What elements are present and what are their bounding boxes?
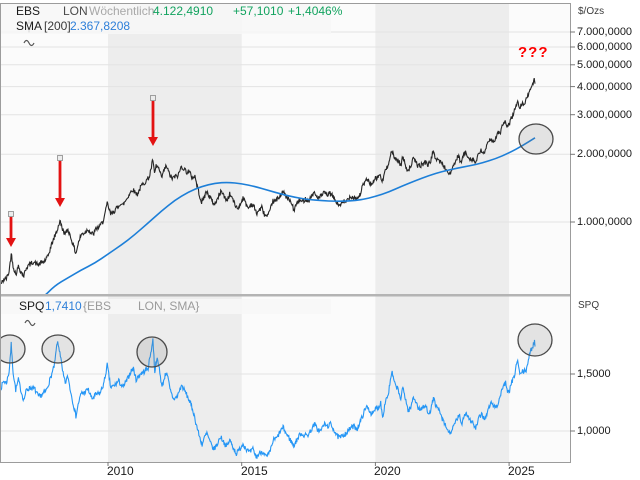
price-axis-tick-label: 7.000,0000 — [577, 26, 633, 38]
time-axis-tick-label: 2015 — [241, 464, 268, 478]
down-arrow-annotation[interactable] — [148, 95, 158, 147]
ellipse-annotation[interactable] — [517, 323, 553, 357]
sma-line[interactable] — [33, 137, 536, 304]
wave-icon — [3, 22, 36, 67]
overlay-period: [200] — [44, 19, 71, 33]
arrow-head — [6, 238, 16, 247]
indicator-axis-tick-label: 1,5000 — [577, 368, 611, 380]
price-axis-tick-label: 4.000,0000 — [577, 81, 633, 93]
indicator-name[interactable]: SPQ — [19, 299, 45, 313]
instrument-exchange: LON — [63, 4, 88, 18]
sma-overlay-header: SMA [200] 2.367,8208 — [1, 19, 331, 47]
price-axis-tick-label: 6.000,0000 — [577, 41, 633, 53]
price-panel — [1, 4, 570, 304]
down-arrow-annotation[interactable] — [6, 211, 16, 248]
ellipse-annotation[interactable] — [41, 334, 75, 364]
price-panel-header: EBS LON Wöchentlich 4.122,4910 +57,1010 … — [1, 4, 342, 33]
price-axis-scale-area[interactable] — [570, 4, 640, 294]
indicator-args-symbol: {EBS — [83, 299, 112, 313]
year-band — [108, 4, 242, 294]
wave-icon — [4, 302, 37, 347]
annotation-handle[interactable] — [8, 211, 14, 217]
panel-divider[interactable] — [1, 294, 570, 297]
price-axis-title: $/Ozs — [578, 6, 605, 17]
ellipse-annotation[interactable] — [136, 336, 168, 368]
year-band — [108, 296, 242, 462]
ellipse-annotation[interactable] — [518, 123, 554, 155]
year-band — [375, 296, 510, 462]
annotation-handle[interactable] — [57, 155, 63, 161]
overlay-name[interactable]: SMA — [16, 19, 43, 33]
annotation-handle[interactable] — [150, 95, 156, 101]
spq-line[interactable] — [1, 338, 536, 459]
arrow-head — [148, 137, 158, 146]
year-band — [375, 4, 510, 294]
indicator-panel-header: SPQ 1,7410 {EBS LON, SMA} — [1, 299, 331, 327]
ellipse-annotation[interactable] — [0, 334, 26, 364]
instrument-timeframe[interactable]: Wöchentlich — [89, 4, 155, 18]
price-axis-tick-label: 2.000,0000 — [577, 148, 633, 160]
indicator-panel-plot-area[interactable] — [1, 296, 570, 462]
indicator-panel — [0, 296, 570, 462]
down-arrow-annotation[interactable] — [55, 155, 65, 208]
time-axis-scale-area[interactable] — [1, 462, 570, 480]
price-change-percent: +1,4046% — [288, 4, 343, 18]
indicator-axis-scale-area[interactable] — [570, 296, 640, 462]
indicator-axis-title: SPQ — [578, 300, 600, 311]
price-change-value: +57,1010 — [233, 4, 284, 18]
last-price-value: 4.122,4910 — [153, 4, 214, 18]
time-axis-tick-label: 2025 — [508, 464, 535, 478]
price-axis-tick-label: 1.000,0000 — [577, 216, 633, 228]
arrow-head — [55, 198, 65, 207]
question-marks-annotation[interactable]: ??? — [518, 44, 549, 61]
indicator-args-sources: LON, SMA} — [138, 299, 200, 313]
price-panel-plot-area[interactable] — [1, 4, 570, 294]
price-axis-tick-label: 3.000,0000 — [577, 109, 633, 121]
time-axis-tick-label: 2010 — [107, 464, 134, 478]
overlay-value: 2.367,8208 — [70, 19, 131, 33]
indicator-value: 1,7410 — [45, 299, 82, 313]
instrument-symbol[interactable]: EBS — [16, 4, 41, 18]
indicator-axis-tick-label: 1,0000 — [577, 425, 611, 437]
price-axis-tick-label: 5.000,0000 — [577, 59, 633, 71]
chart-frame — [0, 3, 571, 463]
time-axis-tick-label: 2020 — [374, 464, 401, 478]
